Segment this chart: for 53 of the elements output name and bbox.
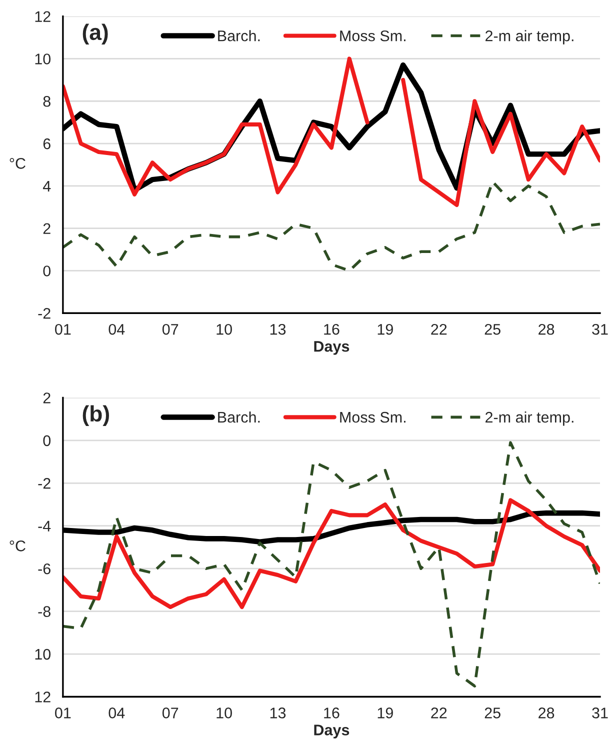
x-tick-label: 28 <box>538 708 554 718</box>
x-tick-label: 01 <box>55 708 71 718</box>
x-tick-label: 31 <box>592 708 608 718</box>
legend-label: 2-m air temp. <box>486 411 574 426</box>
x-tick-label: 01 <box>55 324 71 335</box>
x-tick-label: 07 <box>162 708 178 718</box>
line-series <box>62 498 600 610</box>
x-tick-label: 04 <box>108 708 125 718</box>
x-tick-label: 16 <box>324 708 340 718</box>
y-tick-label: -2 <box>38 308 50 319</box>
x-tick-label: 10 <box>216 708 232 718</box>
y-tick-label: 2 <box>43 392 50 404</box>
x-tick-label: 25 <box>484 708 500 718</box>
x-tick-label: 22 <box>431 324 447 335</box>
x-tick-label: 04 <box>108 324 125 335</box>
legend-label: Barch. <box>218 411 260 423</box>
y-tick-label: 6 <box>43 138 50 150</box>
y-tick-label: 4 <box>42 180 51 192</box>
y-tick-label: -6 <box>38 563 50 574</box>
legend-label: 2-m air temp. <box>486 30 574 44</box>
y-tick-label: 12 <box>35 692 50 702</box>
x-tick-label: 07 <box>162 324 178 335</box>
y-tick-label: -2 <box>38 478 50 489</box>
y-tick-label: 2 <box>43 223 50 234</box>
y-tick-label: 12 <box>35 11 50 22</box>
line-series <box>62 180 600 272</box>
x-tick-label: 28 <box>538 324 554 335</box>
y-axis-title: °C <box>10 540 26 552</box>
x-tick-label: 25 <box>484 324 500 335</box>
x-tick-label: 13 <box>270 324 286 335</box>
chart-title: (a) <box>82 24 108 44</box>
x-axis-title: Days <box>314 724 350 738</box>
x-tick-label: 19 <box>378 708 393 718</box>
y-tick-label: -4 <box>38 520 51 532</box>
x-tick-label: 22 <box>431 708 447 718</box>
y-tick-label: 0 <box>43 435 51 446</box>
legend-label: Moss Sm. <box>340 30 406 42</box>
x-tick-label: 10 <box>216 324 232 335</box>
line-series <box>62 441 600 688</box>
y-tick-label: -8 <box>38 606 50 617</box>
x-tick-label: 13 <box>270 708 286 718</box>
x-tick-label: 31 <box>592 324 608 335</box>
x-tick-label: 19 <box>378 324 393 335</box>
chart-title: (b) <box>82 405 109 426</box>
y-axis-title: °C <box>10 158 26 169</box>
x-tick-label: 16 <box>324 324 340 335</box>
legend-label: Barch. <box>218 30 260 42</box>
legend-label: Moss Sm. <box>340 412 406 423</box>
y-tick-label: 0 <box>43 266 51 276</box>
y-tick-label: 8 <box>43 96 50 107</box>
y-tick-label: 10 <box>35 648 51 660</box>
x-axis-title: Days <box>314 341 350 355</box>
y-tick-label: 10 <box>35 54 51 64</box>
